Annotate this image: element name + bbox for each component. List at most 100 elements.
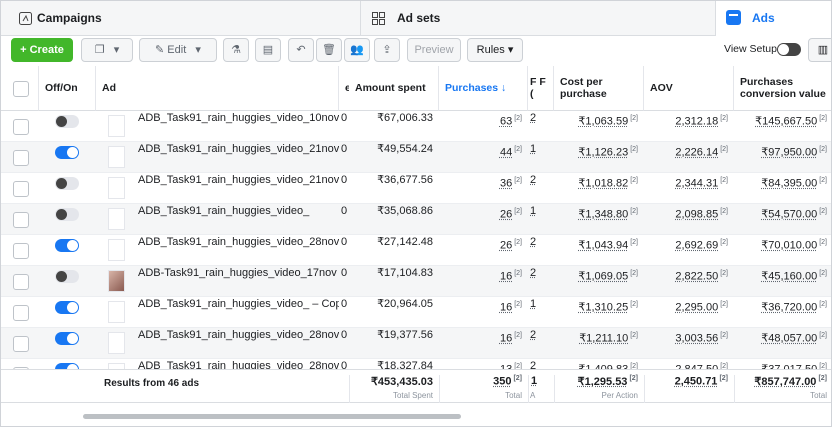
select-all-checkbox[interactable] xyxy=(13,81,29,97)
button-label: Create xyxy=(29,44,64,56)
column-header[interactable]: Amount spent xyxy=(349,66,439,111)
table-footer: Results from 46 ads ₹453,435.03 Total Spen… xyxy=(1,369,831,403)
tab-ad-sets[interactable]: Ad sets xyxy=(361,1,716,36)
cell-text: ADB_Task91_rain_huggies_video_ xyxy=(138,205,310,217)
column-header[interactable]: Cost per purchase xyxy=(554,66,644,111)
cell-conversion-value: ₹45,160.00 [2] xyxy=(734,258,831,289)
cell-text: 2,226.14 xyxy=(675,146,719,159)
column-title: Amount spent xyxy=(355,82,426,94)
cell-text: ₹20,964.05 xyxy=(377,298,433,310)
clipboard-button[interactable]: ▤ xyxy=(255,38,281,62)
column-title: Ad xyxy=(102,82,116,94)
footnote-marker: [2] xyxy=(819,363,827,370)
table-row: ADB_Task91_rain_huggies_video_28nov 0 ₹19,… xyxy=(1,328,831,359)
cell-text: ADB_Task91_rain_huggies_video_10nov xyxy=(138,112,339,124)
footnote-marker: [2] xyxy=(514,332,522,339)
cell-text: 2 xyxy=(530,329,537,341)
export-button[interactable]: ⇪ xyxy=(374,38,400,62)
create-button[interactable]: + Create xyxy=(11,38,73,62)
cell-text: ₹1,348.80 xyxy=(578,208,629,221)
row-checkbox[interactable] xyxy=(13,181,29,197)
cell-col3: 0 xyxy=(339,134,349,165)
column-header[interactable]: Ad xyxy=(96,66,339,111)
status-toggle[interactable] xyxy=(55,332,79,345)
cell-text: 2,822.50 xyxy=(675,270,719,283)
status-toggle[interactable] xyxy=(55,239,79,252)
ad-thumbnail xyxy=(108,146,125,168)
cell-cost-per-purchase: ₹1,211.10 [2] xyxy=(554,320,644,351)
cell-text: 2 xyxy=(530,174,537,186)
footer-note-text: Total Spent xyxy=(392,391,433,400)
footnote-marker: [2] xyxy=(720,301,728,308)
status-toggle[interactable] xyxy=(55,208,79,221)
footnote-marker: [2] xyxy=(514,301,522,308)
status-toggle[interactable] xyxy=(55,301,79,314)
cell-amount-spent: ₹19,377.56 xyxy=(349,320,439,351)
row-checkbox[interactable] xyxy=(13,150,29,166)
cell-cost-per-purchase: ₹1,069.05 [2] xyxy=(554,258,644,289)
cell-conversion-value: ₹97,950.00 [2] xyxy=(734,134,831,165)
row-checkbox[interactable] xyxy=(13,212,29,228)
footer-aov: 2,450.71 [2] xyxy=(644,375,734,403)
status-toggle[interactable] xyxy=(55,146,79,159)
cell-text: ₹36,720.00 xyxy=(761,301,818,314)
footnote-marker: [2] xyxy=(630,301,638,308)
rules-button[interactable]: Rules ▾ xyxy=(467,38,523,62)
cell-text: ₹145,667.50 xyxy=(755,115,818,128)
toggle-knob xyxy=(56,271,67,282)
cell-text: ₹70,010.00 xyxy=(761,239,818,252)
cell-text: 63 xyxy=(499,115,513,128)
cell-col6: 2 xyxy=(528,165,554,196)
row-checkbox[interactable] xyxy=(13,119,29,135)
cell-col6: 1 xyxy=(528,289,554,320)
row-checkbox[interactable] xyxy=(13,274,29,290)
cell-text: ₹45,160.00 xyxy=(761,270,818,283)
footer-note-text: Total xyxy=(810,391,827,400)
footnote-marker: [2] xyxy=(514,208,522,215)
footnote-marker: [2] xyxy=(514,115,522,122)
undo-button[interactable]: ↶ xyxy=(288,38,314,62)
cell-purchases: 16 [2] xyxy=(439,320,528,351)
duplicate-button[interactable]: ❐ ▾ xyxy=(81,38,133,62)
column-header[interactable]: Purchases ↓ xyxy=(439,66,528,111)
cell-cost-per-purchase: ₹1,018.82 [2] xyxy=(554,165,644,196)
footer-purchases: 350 [2] xyxy=(439,375,528,403)
row-checkbox[interactable] xyxy=(13,305,29,321)
cell-purchases: 26 [2] xyxy=(439,196,528,227)
edit-button[interactable]: ✎ Edit ▾ xyxy=(139,38,217,62)
test-button[interactable]: ⚗ xyxy=(223,38,249,62)
cell-amount-spent: ₹27,142.48 xyxy=(349,227,439,258)
row-checkbox[interactable] xyxy=(13,336,29,352)
column-header[interactable]: Purchases conversion value xyxy=(734,66,831,111)
view-setup-toggle[interactable] xyxy=(777,43,801,56)
cell-conversion-value: ₹36,720.00 [2] xyxy=(734,289,831,320)
row-checkbox[interactable] xyxy=(13,243,29,259)
tab-campaigns[interactable]: Campaigns xyxy=(1,1,361,36)
cell-aov: 2,226.14 [2] xyxy=(644,134,734,165)
scrollbar[interactable] xyxy=(83,414,461,419)
cell-col3: 0 xyxy=(339,320,349,351)
footer-cost-per-purchase: ₹1,295.53 [2] xyxy=(554,375,644,403)
status-toggle[interactable] xyxy=(55,270,79,283)
footnote-marker: [2] xyxy=(513,375,522,382)
delete-button[interactable]: 🗑 xyxy=(316,38,342,62)
status-toggle[interactable] xyxy=(55,115,79,128)
footnote-marker: [2] xyxy=(514,146,522,153)
status-toggle[interactable] xyxy=(55,177,79,190)
column-header[interactable]: F F ( xyxy=(528,66,554,111)
columns-button[interactable]: ▥ xyxy=(808,38,831,62)
column-header[interactable]: AOV xyxy=(644,66,734,111)
footnote-marker: [2] xyxy=(819,270,827,277)
cell-text: ₹27,142.48 xyxy=(377,236,433,248)
cell-ad: ADB_Task91_rain_huggies_video_ xyxy=(132,196,339,227)
footnote-marker: [2] xyxy=(720,270,728,277)
audience-button[interactable]: 👥 xyxy=(344,38,370,62)
cell-text: ₹1,063.59 xyxy=(578,115,629,128)
cell-text: 1 xyxy=(530,298,537,310)
footer-col6: 1 xyxy=(528,375,554,403)
column-header[interactable]: Off/On xyxy=(39,66,96,111)
column-title: Off/On xyxy=(45,82,78,94)
preview-button[interactable]: Preview xyxy=(407,38,461,62)
footer-conversion-value: ₹857,747.00 [2] xyxy=(734,375,831,403)
